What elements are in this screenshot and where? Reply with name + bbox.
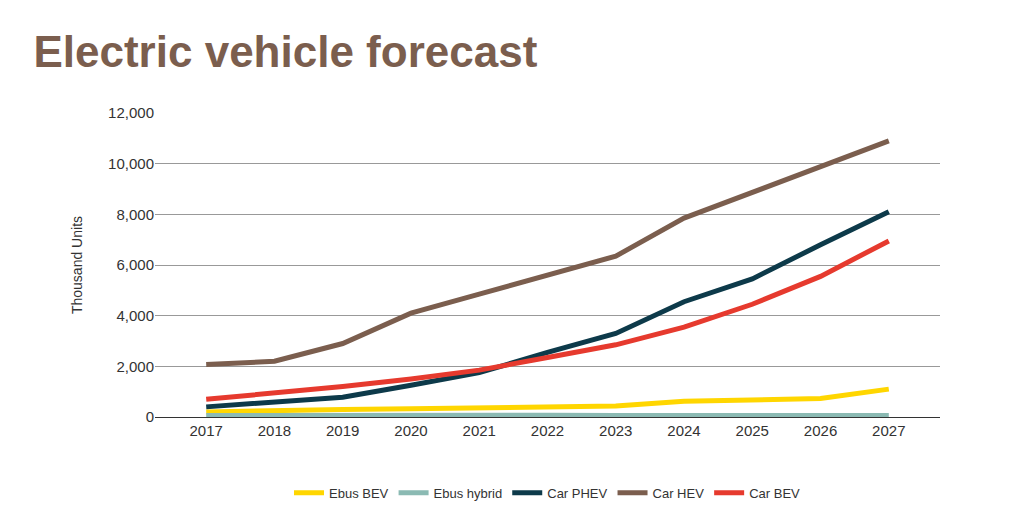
svg-text:2021: 2021 <box>463 422 496 439</box>
svg-text:Car HEV: Car HEV <box>653 486 705 501</box>
svg-text:2019: 2019 <box>326 422 359 439</box>
svg-text:Ebus BEV: Ebus BEV <box>329 486 389 501</box>
svg-text:12,000: 12,000 <box>108 104 154 121</box>
svg-text:Electric vehicle forecast: Electric vehicle forecast <box>33 27 537 76</box>
svg-text:2027: 2027 <box>872 422 905 439</box>
svg-text:Car PHEV: Car PHEV <box>547 486 607 501</box>
svg-text:2023: 2023 <box>599 422 632 439</box>
svg-text:2025: 2025 <box>736 422 769 439</box>
svg-text:2024: 2024 <box>667 422 700 439</box>
svg-text:2020: 2020 <box>394 422 427 439</box>
svg-text:0: 0 <box>146 408 154 425</box>
svg-text:6,000: 6,000 <box>116 256 154 273</box>
svg-text:2018: 2018 <box>258 422 291 439</box>
svg-text:2,000: 2,000 <box>116 358 154 375</box>
svg-text:Car BEV: Car BEV <box>749 486 800 501</box>
svg-text:8,000: 8,000 <box>116 206 154 223</box>
svg-text:Thousand Units: Thousand Units <box>69 216 85 314</box>
svg-text:10,000: 10,000 <box>108 155 154 172</box>
svg-text:4,000: 4,000 <box>116 307 154 324</box>
svg-text:Ebus hybrid: Ebus hybrid <box>434 486 503 501</box>
svg-text:2022: 2022 <box>531 422 564 439</box>
svg-text:2026: 2026 <box>804 422 837 439</box>
svg-text:2017: 2017 <box>190 422 223 439</box>
